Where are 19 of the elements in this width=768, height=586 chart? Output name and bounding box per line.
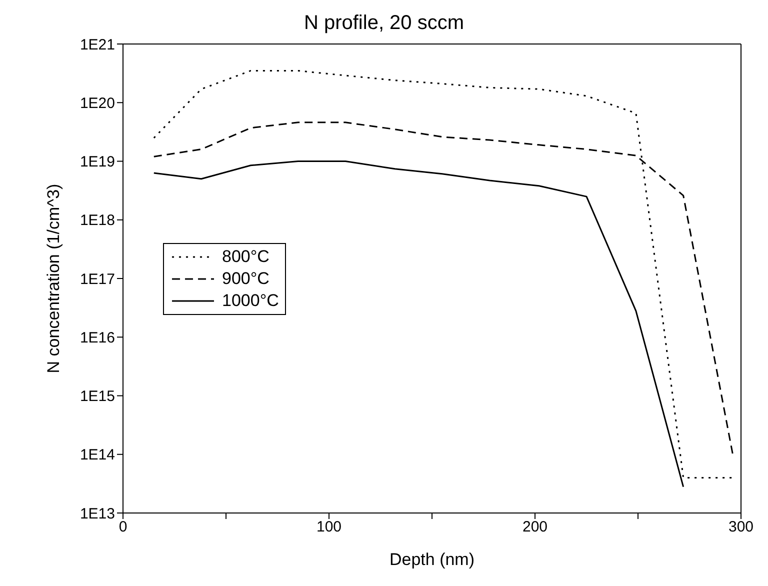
x-tick-label: 300 [728,518,754,536]
y-tick-label: 1E17 [80,270,115,288]
legend-label: 800°C [222,247,270,267]
x-tick-label: 100 [316,518,342,536]
legend-label: 900°C [222,269,270,289]
chart-title: N profile, 20 sccm [302,11,466,36]
y-tick-label: 1E19 [80,154,115,171]
y-tick-label: 1E15 [80,388,115,406]
y-axis-title: N concentration (1/cm^3) [44,184,64,374]
x-tick-label: 0 [118,518,128,536]
y-tick-label: 1E21 [80,36,115,54]
x-tick-label: 200 [522,518,548,536]
y-tick-label: 1E14 [80,446,115,464]
y-tick-label: 1E18 [80,212,115,230]
legend-label: 1000°C [222,291,279,311]
y-tick-label: 1E20 [80,94,115,112]
y-tick-label: 1E16 [80,329,115,346]
y-tick-label: 1E13 [80,505,115,522]
x-axis-title: Depth (nm) [389,550,475,570]
